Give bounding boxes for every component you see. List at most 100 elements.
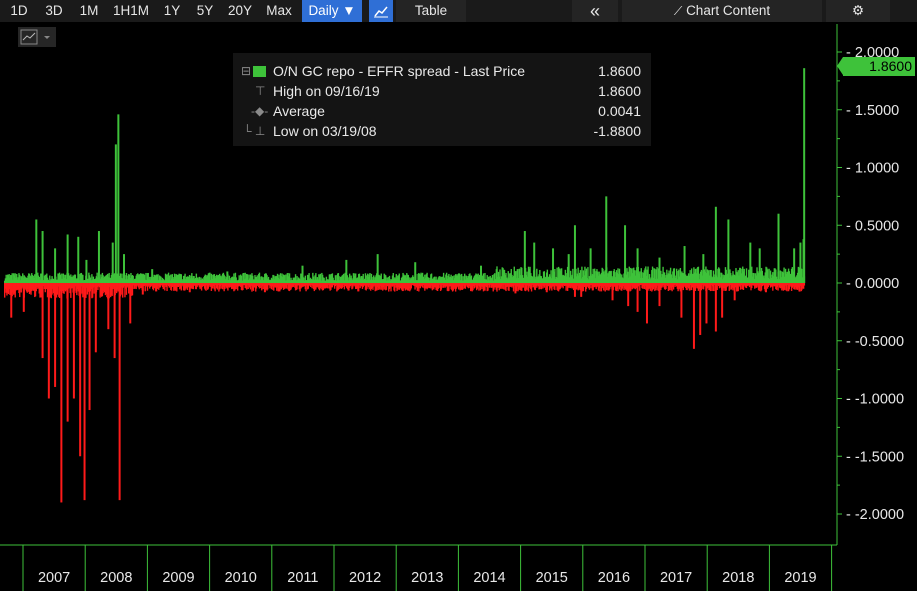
bar-negative	[122, 283, 125, 288]
bar-negative	[672, 283, 674, 288]
bar-negative	[506, 283, 509, 287]
bar-positive	[662, 266, 664, 283]
bar-negative	[147, 283, 149, 287]
bar-negative	[305, 283, 307, 292]
bar-positive	[129, 278, 131, 283]
bar-negative	[300, 283, 303, 288]
bar-negative	[52, 283, 55, 294]
range-1d-button[interactable]: 1D	[10, 3, 28, 18]
bar-negative	[495, 283, 497, 290]
range-1m-button[interactable]: 1M	[79, 3, 99, 18]
bar-negative	[230, 283, 232, 288]
bar-positive	[417, 273, 419, 283]
range-1h1m-button[interactable]: 1H1M	[112, 3, 149, 18]
range-3d-button[interactable]: 3D	[45, 3, 63, 18]
bar-positive	[367, 277, 370, 283]
bar-negative	[671, 283, 673, 292]
bar-positive	[536, 268, 538, 283]
bar-negative	[173, 283, 176, 290]
bar-negative	[772, 283, 775, 286]
bar-positive	[762, 277, 764, 283]
bar-positive	[521, 267, 523, 283]
chart-content-button[interactable]: ⟋ Chart Content	[622, 0, 822, 22]
bar-positive	[236, 280, 238, 283]
bar-positive	[611, 276, 613, 283]
bar-negative	[736, 283, 738, 292]
bar-positive	[179, 274, 182, 283]
bar-negative	[623, 283, 625, 291]
bar-positive	[730, 273, 732, 283]
bar-positive	[199, 279, 201, 283]
line-chart-icon[interactable]	[369, 0, 393, 22]
bar-negative	[747, 283, 749, 286]
bar-positive	[242, 273, 244, 283]
bar-positive	[161, 277, 164, 283]
bar-positive	[135, 275, 137, 283]
bar-positive	[189, 278, 192, 283]
bar-positive	[766, 269, 769, 283]
bar-positive	[674, 277, 676, 283]
chart-type-selector[interactable]	[18, 27, 56, 47]
bar-positive	[237, 279, 240, 283]
bar-positive	[160, 276, 162, 283]
bar-positive	[690, 273, 692, 283]
bar-positive	[469, 273, 471, 283]
bar-positive	[609, 271, 612, 283]
table-button[interactable]: Table	[396, 0, 466, 22]
bar-positive	[580, 278, 582, 283]
bar-negative	[22, 283, 24, 287]
bar-positive	[718, 267, 720, 283]
bar-negative	[467, 283, 470, 289]
bar-negative	[442, 283, 444, 288]
bar-negative	[177, 283, 180, 287]
bar-negative	[446, 283, 449, 291]
legend-low-label: Low on 03/19/08	[273, 123, 377, 139]
bar-negative	[708, 283, 710, 291]
bar-positive	[59, 274, 62, 283]
bar-negative	[382, 283, 384, 291]
bar-positive	[558, 268, 561, 283]
bar-positive-spike	[85, 259, 88, 283]
collapse-icon[interactable]: «	[572, 0, 618, 22]
bar-negative	[291, 283, 293, 288]
bar-negative	[565, 283, 567, 291]
bar-negative	[351, 283, 353, 290]
legend-series-row[interactable]: ⊟ O/N GC repo - EFFR spread - Last Price…	[233, 61, 651, 81]
bar-negative	[28, 283, 30, 292]
bar-negative	[559, 283, 561, 290]
bar-positive	[761, 270, 763, 283]
bar-positive	[754, 279, 756, 283]
frequency-dropdown[interactable]: Daily ▼	[302, 0, 362, 22]
bar-positive	[693, 272, 696, 283]
bar-positive	[252, 279, 255, 283]
range-max-button[interactable]: Max	[266, 3, 292, 18]
bar-negative	[639, 283, 642, 285]
bar-positive	[642, 272, 645, 283]
bar-negative	[156, 283, 158, 289]
bar-negative	[566, 283, 569, 291]
bar-negative	[276, 283, 278, 291]
bar-positive	[663, 272, 665, 283]
range-1y-button[interactable]: 1Y	[163, 3, 181, 18]
bar-negative	[35, 283, 37, 292]
bar-positive	[756, 267, 758, 283]
bar-negative	[478, 283, 481, 287]
range-5y-button[interactable]: 5Y	[196, 3, 214, 18]
settings-gear-icon[interactable]: ⚙	[826, 0, 890, 22]
bar-negative	[415, 283, 417, 287]
bar-negative	[256, 283, 258, 286]
bar-negative	[543, 283, 546, 288]
bar-positive	[443, 277, 446, 283]
range-20y-button[interactable]: 20Y	[227, 3, 253, 18]
bar-negative	[509, 283, 512, 287]
bar-positive	[110, 274, 113, 283]
bar-negative	[15, 283, 17, 291]
bar-positive	[464, 279, 467, 283]
bar-positive	[193, 276, 195, 283]
bar-negative	[251, 283, 253, 292]
bar-positive	[249, 278, 251, 283]
collapse-box-icon[interactable]: ⊟	[241, 64, 252, 78]
bar-negative	[588, 283, 591, 290]
bar-negative	[309, 283, 312, 287]
bar-positive	[663, 272, 666, 283]
